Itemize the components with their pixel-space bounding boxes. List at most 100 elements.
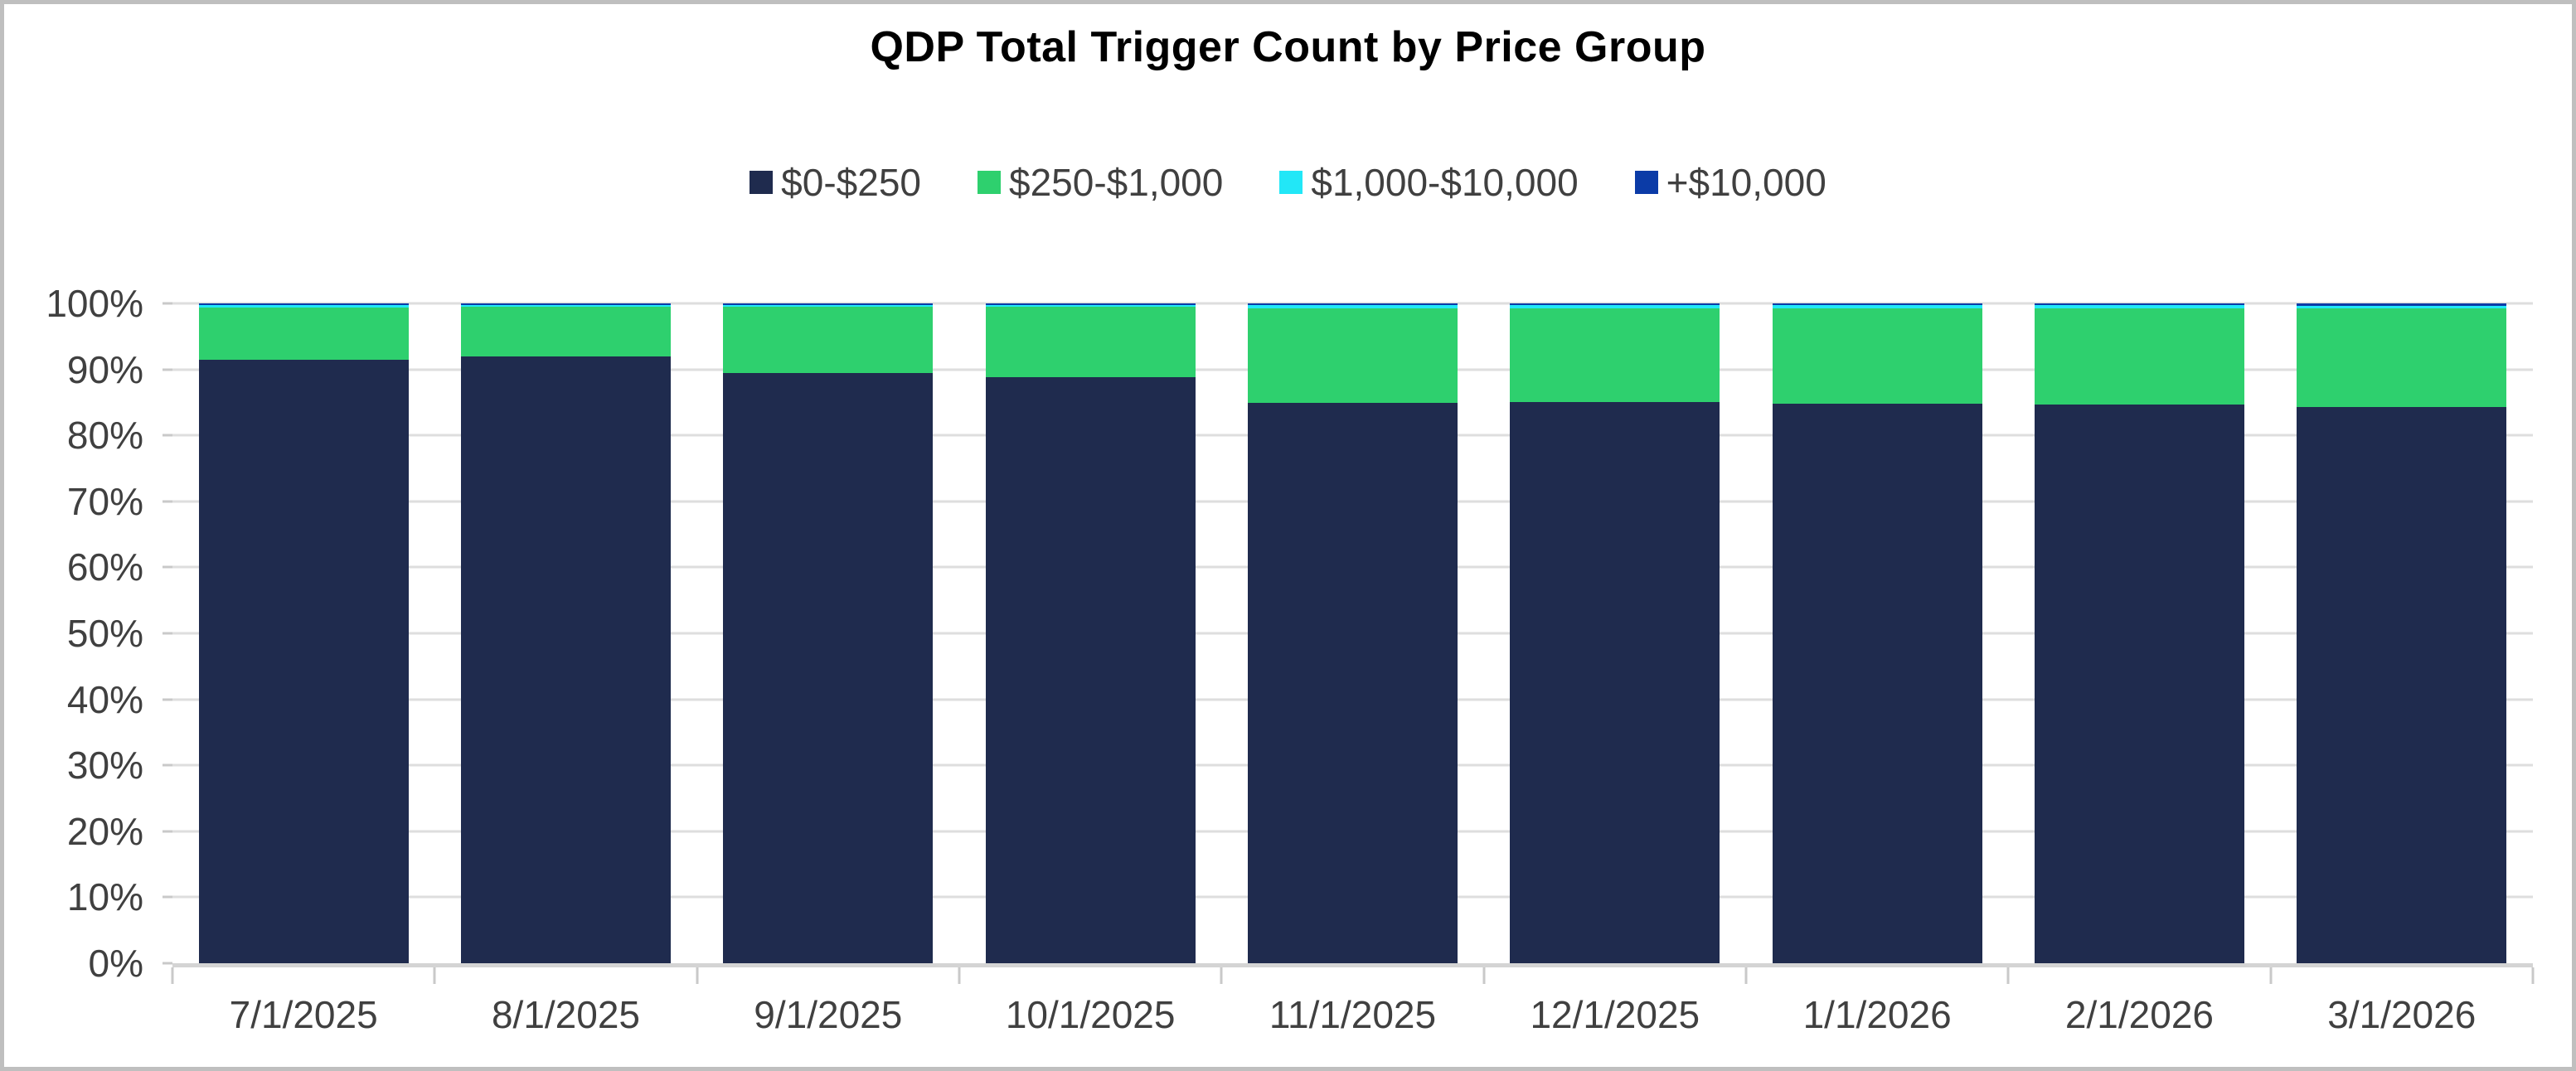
- y-axis-label: 0%: [88, 942, 143, 985]
- bar-segment: [1510, 401, 1720, 963]
- legend-item: $1,000-$10,000: [1279, 160, 1579, 205]
- bar-segment: [723, 372, 934, 963]
- bar-segment: [460, 356, 672, 963]
- stacked-bar: [1247, 303, 1458, 963]
- chart-title: QDP Total Trigger Count by Price Group: [870, 23, 1706, 71]
- bar-segment: [2297, 306, 2507, 309]
- bar-segment: [2297, 303, 2507, 307]
- bar-segment: [2034, 404, 2244, 963]
- legend-swatch-icon: [1634, 171, 1658, 194]
- y-axis-label: 60%: [66, 545, 143, 589]
- bar-segment: [2034, 305, 2244, 308]
- y-axis-tick: [163, 632, 172, 635]
- bar-segment: [198, 305, 409, 308]
- y-axis-tick: [163, 565, 172, 569]
- y-axis-tick: [163, 698, 172, 701]
- y-axis: 0% 10% 20% 30% 40% 50% 60% 70% 80% 90% 100%: [4, 284, 143, 982]
- bar-slot: [1221, 303, 1483, 963]
- y-axis-tick: [163, 830, 172, 833]
- x-axis-tick: [1744, 967, 1748, 984]
- legend-label: +$10,000: [1666, 161, 1826, 204]
- x-axis-tick: [958, 967, 961, 984]
- stacked-bar: [723, 303, 934, 963]
- x-axis-label: 10/1/2025: [1005, 993, 1176, 1036]
- y-axis-tick: [163, 500, 172, 503]
- legend-item: +$10,000: [1634, 160, 1826, 205]
- x-axis-tick: [433, 967, 436, 984]
- legend-item: $250-$1,000: [978, 160, 1223, 205]
- bar-segment: [1247, 308, 1458, 404]
- x-axis-tick: [171, 967, 174, 984]
- x-axis-tick: [2531, 967, 2535, 984]
- y-axis-label: 80%: [66, 414, 143, 458]
- x-axis-tick: [2269, 967, 2273, 984]
- bar-slot: [1746, 303, 2008, 963]
- x-axis-label: 2/1/2026: [2064, 993, 2214, 1036]
- bar-slot: [2008, 303, 2270, 963]
- stacked-bar: [460, 303, 672, 963]
- y-axis-tick: [163, 302, 172, 305]
- stacked-bar: [2297, 303, 2507, 963]
- legend-label: $0-$250: [781, 161, 921, 204]
- bar-slot: [172, 303, 434, 963]
- bar-segment: [1510, 303, 1720, 306]
- bar-segment: [1247, 303, 1458, 306]
- bar-segment: [723, 303, 934, 306]
- bar-segment: [985, 305, 1196, 307]
- bar-segment: [1772, 308, 1982, 404]
- stacked-bar: [985, 303, 1196, 963]
- y-axis-tick: [163, 895, 172, 899]
- x-axis-tick: [1220, 967, 1223, 984]
- y-axis-tick: [163, 368, 172, 371]
- bar-segment: [723, 307, 934, 373]
- y-axis-label: 10%: [66, 875, 143, 919]
- x-axis-label: 8/1/2025: [491, 993, 641, 1036]
- bar-segment: [198, 307, 409, 360]
- bar-segment: [985, 306, 1196, 378]
- bar-slot: [1484, 303, 1746, 963]
- x-axis-label: 9/1/2025: [754, 993, 903, 1036]
- bar-segment: [2297, 308, 2507, 407]
- bar-segment: [1247, 305, 1458, 308]
- y-axis-label: 20%: [66, 809, 143, 853]
- legend-swatch-icon: [750, 171, 774, 194]
- bar-segment: [1772, 305, 1982, 308]
- x-axis-label: 11/1/2025: [1269, 993, 1437, 1036]
- y-axis-label: 70%: [66, 479, 143, 523]
- bar-slot: [697, 303, 959, 963]
- x-axis-baseline: [172, 963, 2533, 967]
- x-axis-tick: [2006, 967, 2010, 984]
- stacked-bar: [1772, 303, 1982, 963]
- y-axis-label: 40%: [66, 677, 143, 721]
- bar-segment: [723, 305, 934, 307]
- gridline: [172, 302, 2533, 305]
- x-axis-tick: [1482, 967, 1486, 984]
- y-axis-label: 50%: [66, 612, 143, 655]
- legend-label: $1,000-$10,000: [1311, 161, 1579, 204]
- plot-area: [163, 302, 2535, 984]
- stacked-bar: [198, 303, 409, 963]
- y-axis-tick: [163, 434, 172, 437]
- bar-segment: [460, 307, 672, 357]
- legend-swatch-icon: [1279, 171, 1303, 194]
- y-axis-label: 100%: [46, 282, 143, 325]
- x-axis-label: 7/1/2025: [229, 993, 378, 1036]
- bar-segment: [2034, 303, 2244, 306]
- x-axis-label: 1/1/2026: [1802, 993, 1952, 1036]
- bar-segment: [2034, 308, 2244, 405]
- x-axis-label: 3/1/2026: [2327, 993, 2477, 1036]
- bar-segment: [985, 377, 1196, 963]
- chart-legend: $0-$250 $250-$1,000 $1,000-$10,000 +$10,000: [4, 160, 2572, 205]
- bar-slot: [2271, 303, 2533, 963]
- bar-segment: [1510, 308, 1720, 402]
- bar-segment: [985, 303, 1196, 306]
- bar-segment: [2297, 406, 2507, 963]
- bars-container: [172, 303, 2533, 963]
- stacked-bar: [2034, 303, 2244, 963]
- stacked-bar: [1510, 303, 1720, 963]
- x-axis-tick: [696, 967, 699, 984]
- bar-slot: [959, 303, 1221, 963]
- x-axis: 7/1/2025 8/1/2025 9/1/2025 10/1/2025 11/1/20…: [172, 992, 2533, 1037]
- bar-segment: [198, 359, 409, 963]
